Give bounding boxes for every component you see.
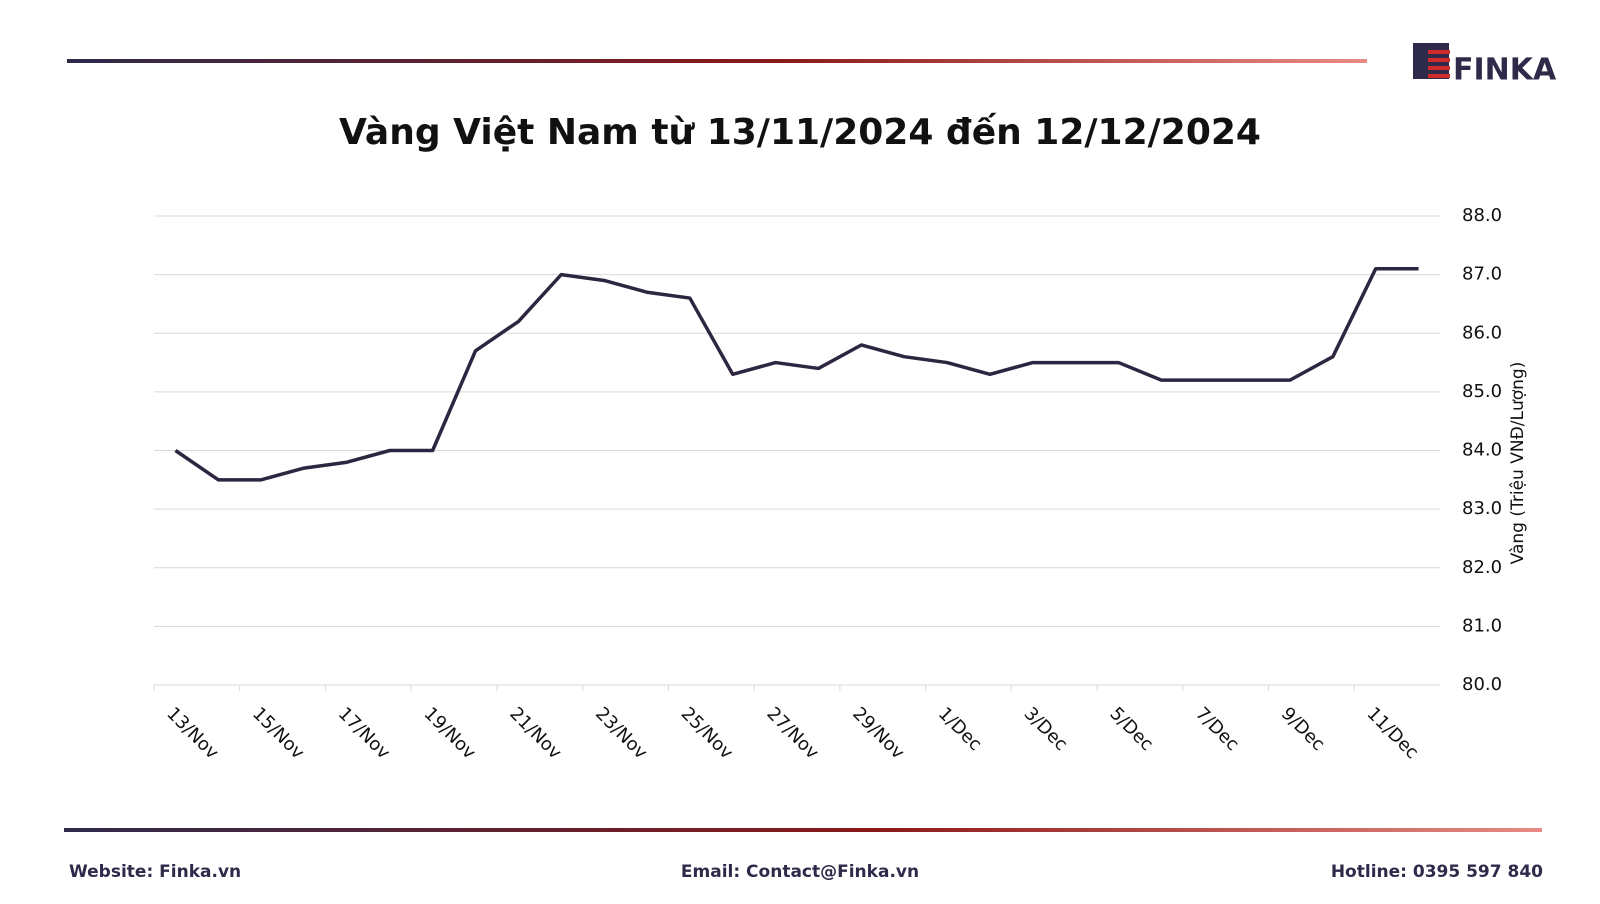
y-tick-label: 85.0 bbox=[1462, 381, 1502, 402]
x-tick-label: 15/Nov bbox=[248, 703, 308, 763]
x-tick-label: 23/Nov bbox=[591, 703, 651, 763]
footer-hotline: Hotline: 0395 597 840 bbox=[1331, 862, 1543, 882]
data-line bbox=[174, 267, 1419, 482]
x-tick-label: 5/Dec bbox=[1105, 703, 1157, 755]
y-tick-label: 84.0 bbox=[1462, 440, 1502, 461]
footer-email: Email: Contact@Finka.vn bbox=[681, 862, 919, 882]
y-tick-label: 81.0 bbox=[1462, 615, 1502, 636]
y-tick-label: 83.0 bbox=[1462, 498, 1502, 519]
x-tick-label: 29/Nov bbox=[848, 703, 908, 763]
x-tick-label: 3/Dec bbox=[1020, 703, 1072, 755]
y-tick-label: 87.0 bbox=[1462, 264, 1502, 285]
y-tick-label: 82.0 bbox=[1462, 557, 1502, 578]
x-tick-label: 27/Nov bbox=[762, 703, 822, 763]
chart-title: Vàng Việt Nam từ 13/11/2024 đến 12/12/20… bbox=[339, 112, 1261, 153]
x-tick-label: 21/Nov bbox=[505, 703, 565, 763]
y-tick-label: 88.0 bbox=[1462, 205, 1502, 226]
footer-website: Website: Finka.vn bbox=[69, 862, 241, 882]
x-tick-label: 9/Dec bbox=[1277, 703, 1329, 755]
footer-rule bbox=[64, 828, 1542, 832]
x-tick-label: 1/Dec bbox=[934, 703, 986, 755]
x-tick-label: 11/Dec bbox=[1363, 703, 1423, 763]
x-tick-label: 19/Nov bbox=[420, 703, 480, 763]
y-axis-title: Vàng (Triệu VNĐ/Lượng) bbox=[1508, 362, 1528, 565]
y-tick-label: 86.0 bbox=[1462, 322, 1502, 343]
header-rule bbox=[67, 59, 1367, 63]
x-tick-label: 13/Nov bbox=[162, 703, 222, 763]
x-tick-label: 25/Nov bbox=[677, 703, 737, 763]
x-tick-label: 17/Nov bbox=[334, 703, 394, 763]
x-tick-label: 7/Dec bbox=[1191, 703, 1243, 755]
brand-name: FINKA bbox=[1453, 53, 1557, 88]
y-tick-label: 80.0 bbox=[1462, 674, 1502, 695]
logo: FINKA bbox=[1413, 43, 1557, 88]
